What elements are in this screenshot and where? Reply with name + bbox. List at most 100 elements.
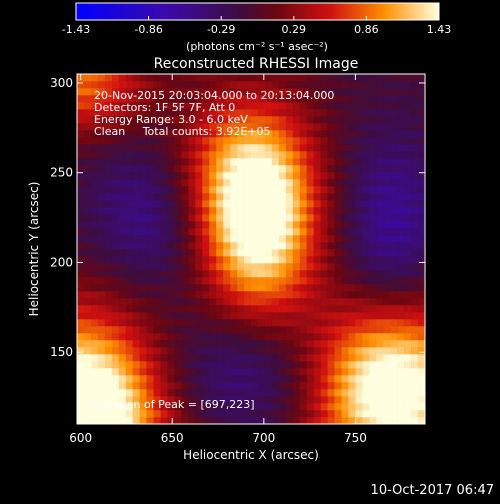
heatmap-cell (90, 382, 99, 390)
heatmap-cell (404, 221, 412, 229)
heatmap-cell (397, 333, 405, 341)
heatmap-cell (77, 193, 85, 201)
heatmap-cell (125, 361, 133, 369)
heatmap-cell (209, 291, 217, 299)
heatmap-cell (404, 375, 412, 383)
heatmap-cell (216, 179, 224, 187)
heatmap-cell (285, 326, 294, 334)
heatmap-cell (383, 95, 391, 103)
heatmap-cell (306, 137, 314, 145)
heatmap-cell (111, 179, 120, 187)
heatmap-cell (153, 95, 161, 103)
heatmap-cell (237, 102, 245, 110)
heatmap-cell (188, 417, 196, 425)
heatmap-cell (334, 144, 342, 152)
heatmap-cell (188, 326, 196, 334)
heatmap-cell (125, 312, 133, 320)
heatmap-cell (160, 144, 168, 152)
heatmap-cell (111, 291, 120, 299)
heatmap-cell (376, 137, 384, 145)
heatmap-cell (327, 214, 335, 222)
heatmap-cell (97, 368, 106, 376)
heatmap-cell (313, 312, 321, 320)
heatmap-cell (369, 186, 377, 194)
heatmap-cell (167, 200, 175, 208)
heatmap-cell (195, 340, 203, 348)
heatmap-cell (411, 312, 419, 320)
heatmap-cell (209, 179, 217, 187)
heatmap-cell (77, 305, 85, 313)
heatmap-cell (313, 347, 321, 355)
heatmap-cell (278, 403, 287, 411)
heatmap-cell (418, 368, 426, 376)
heatmap-cell (167, 207, 175, 215)
heatmap-cell (257, 102, 266, 110)
heatmap-cell (390, 291, 398, 299)
heatmap-cell (244, 326, 252, 334)
heatmap-cell (160, 284, 168, 292)
heatmap-cell (97, 165, 106, 173)
heatmap-cell (167, 326, 175, 334)
heatmap-cell (118, 137, 127, 145)
heatmap-cell (125, 207, 133, 215)
heatmap-cell (271, 263, 280, 271)
heatmap-cell (418, 193, 426, 201)
heatmap-cell (132, 242, 140, 250)
heatmap-cell (404, 207, 412, 215)
heatmap-cell (278, 410, 287, 418)
heatmap-cell (209, 417, 217, 425)
heatmap-cell (104, 165, 113, 173)
heatmap-cell (251, 88, 259, 96)
heatmap-cell (77, 81, 85, 89)
heatmap-cell (411, 403, 419, 411)
heatmap-cell (230, 291, 238, 299)
heatmap-cell (97, 214, 106, 222)
heatmap-cell (376, 88, 384, 96)
heatmap-cell (397, 193, 405, 201)
heatmap-cell (418, 333, 426, 341)
heatmap-cell (355, 396, 363, 404)
heatmap-cell (348, 172, 356, 180)
heatmap-cell (271, 396, 280, 404)
heatmap-cell (244, 312, 252, 320)
heatmap-cell (348, 137, 356, 145)
heatmap-cell (383, 228, 391, 236)
heatmap-cell (369, 151, 377, 159)
heatmap-cell (97, 116, 106, 124)
heatmap-cell (278, 95, 287, 103)
heatmap-cell (181, 102, 189, 110)
heatmap-cell (216, 207, 224, 215)
heatmap-cell (181, 347, 189, 355)
heatmap-cell (313, 193, 321, 201)
heatmap-cell (230, 417, 238, 425)
heatmap-cell (271, 249, 280, 257)
heatmap-cell (383, 396, 391, 404)
heatmap-cell (320, 312, 328, 320)
heatmap-cell (397, 410, 405, 418)
heatmap-cell (376, 270, 384, 278)
heatmap-cell (327, 123, 335, 131)
heatmap-cell (188, 123, 196, 131)
heatmap-cell (181, 179, 189, 187)
heatmap-cell (167, 81, 175, 89)
heatmap-cell (181, 333, 189, 341)
heatmap-cell (188, 354, 196, 362)
heatmap-cell (202, 382, 210, 390)
heatmap-cell (278, 382, 287, 390)
heatmap-cell (132, 410, 140, 418)
heatmap-cell (237, 242, 245, 250)
heatmap-cell (244, 375, 252, 383)
heatmap-cell (181, 277, 189, 285)
heatmap-cell (411, 382, 419, 390)
heatmap-cell (237, 305, 245, 313)
heatmap-cell (83, 396, 92, 404)
heatmap-cell (160, 326, 168, 334)
heatmap-cell (202, 74, 210, 82)
heatmap-cell (334, 312, 342, 320)
heatmap-cell (146, 291, 154, 299)
heatmap-cell (153, 389, 161, 397)
heatmap-cell (313, 333, 321, 341)
heatmap-cell (306, 298, 314, 306)
heatmap-cell (111, 221, 120, 229)
heatmap-cell (341, 221, 349, 229)
